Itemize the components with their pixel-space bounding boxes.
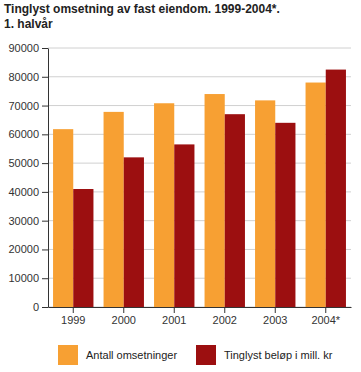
x-tick: 2003 — [263, 307, 287, 326]
bar — [326, 70, 346, 307]
x-axis: 1999 2000 2001 2002 2003 2004* — [49, 307, 352, 326]
bars — [53, 70, 346, 307]
y-tick: 20000 — [8, 243, 48, 255]
series — [73, 70, 346, 307]
legend-swatch — [58, 345, 78, 365]
y-tick-mark — [42, 134, 48, 135]
y-tick-mark — [42, 77, 48, 78]
plot: 0 10000 20000 30000 40000 50000 60000 70000 8000… — [8, 42, 351, 326]
x-axis-line — [49, 307, 352, 308]
y-tick: 50000 — [8, 157, 48, 169]
x-tick-mark — [174, 307, 175, 313]
x-tick-label: 2004* — [311, 314, 340, 326]
y-tick-label: 70000 — [8, 100, 39, 112]
bar — [53, 129, 73, 307]
y-tick-mark — [42, 307, 48, 308]
bar — [174, 144, 194, 307]
bar — [225, 114, 245, 307]
y-tick-mark — [42, 278, 48, 279]
y-tick: 40000 — [8, 186, 48, 198]
bar — [205, 94, 225, 307]
bar — [104, 112, 124, 307]
y-tick-label: 40000 — [8, 186, 39, 198]
bar — [73, 189, 93, 307]
legend-label: Tinglyst beløp i mill. kr — [224, 349, 333, 361]
y-tick-mark — [42, 192, 48, 193]
x-tick: 2000 — [112, 307, 136, 326]
title: Tinglyst omsetning av fast eiendom. 1999… — [4, 2, 280, 16]
x-tick-mark — [224, 307, 225, 313]
y-tick-label: 30000 — [8, 215, 39, 227]
x-tick: 1999 — [61, 307, 85, 326]
grid-line — [48, 76, 351, 77]
y-tick: 10000 — [8, 272, 48, 284]
y-tick: 80000 — [8, 71, 48, 83]
bar — [124, 157, 144, 307]
y-tick-label: 20000 — [8, 243, 39, 255]
x-tick-mark — [325, 307, 326, 313]
x-tick: 2004* — [311, 307, 340, 326]
legend-label: Antall omsetninger — [86, 349, 177, 361]
x-tick: 2001 — [162, 307, 186, 326]
y-tick: 60000 — [8, 128, 48, 140]
grid — [48, 48, 351, 307]
grid-line — [48, 48, 351, 49]
y-tick-label: 10000 — [8, 272, 39, 284]
y-axis: 0 10000 20000 30000 40000 50000 60000 70000 8000… — [8, 42, 48, 313]
y-tick: 90000 — [8, 42, 48, 54]
legend: Antall omsetninger Tinglyst beløp i mill.… — [58, 345, 333, 365]
legend-item: Antall omsetninger — [58, 345, 177, 365]
bar — [306, 83, 326, 307]
y-tick-label: 50000 — [8, 157, 39, 169]
y-tick-mark — [42, 48, 48, 49]
subtitle: 1. halvår — [4, 17, 53, 31]
x-tick: 2002 — [213, 307, 237, 326]
x-tick-mark — [123, 307, 124, 313]
legend-swatch — [196, 345, 216, 365]
x-tick-mark — [73, 307, 74, 313]
y-tick-mark — [42, 221, 48, 222]
chart: Tinglyst omsetning av fast eiendom. 1999… — [0, 0, 361, 372]
y-tick-mark — [42, 163, 48, 164]
y-tick-mark — [42, 106, 48, 107]
x-tick-label: 2001 — [162, 314, 186, 326]
y-tick-label: 80000 — [8, 71, 39, 83]
bar — [255, 100, 275, 307]
x-tick-mark — [275, 307, 276, 313]
x-tick-label: 2000 — [112, 314, 136, 326]
series — [53, 83, 326, 307]
x-tick-label: 1999 — [61, 314, 85, 326]
bar — [154, 103, 174, 307]
legend-item: Tinglyst beløp i mill. kr — [196, 345, 333, 365]
y-tick-mark — [42, 249, 48, 250]
y-tick: 0 — [33, 301, 48, 313]
bar — [275, 123, 295, 307]
x-tick-label: 2003 — [263, 314, 287, 326]
y-tick-label: 90000 — [8, 42, 39, 54]
y-tick: 30000 — [8, 215, 48, 227]
y-tick: 70000 — [8, 100, 48, 112]
y-axis-line — [48, 49, 49, 308]
y-tick-label: 60000 — [8, 128, 39, 140]
y-tick-label: 0 — [33, 301, 39, 313]
x-tick-label: 2002 — [213, 314, 237, 326]
